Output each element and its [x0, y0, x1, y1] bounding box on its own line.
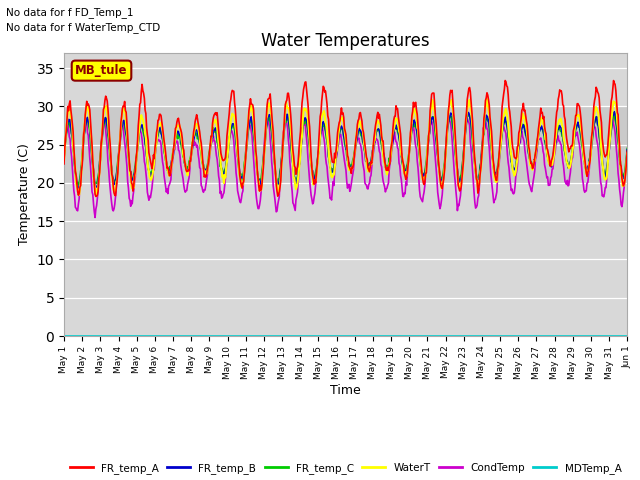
- Bar: [64, 107, 627, 183]
- Text: No data for f FD_Temp_1: No data for f FD_Temp_1: [6, 7, 134, 18]
- Text: MB_tule: MB_tule: [76, 64, 128, 77]
- Legend: FR_temp_A, FR_temp_B, FR_temp_C, WaterT, CondTemp, MDTemp_A: FR_temp_A, FR_temp_B, FR_temp_C, WaterT,…: [66, 459, 626, 478]
- X-axis label: Time: Time: [330, 384, 361, 397]
- Text: No data for f WaterTemp_CTD: No data for f WaterTemp_CTD: [6, 22, 161, 33]
- Title: Water Temperatures: Water Temperatures: [261, 32, 430, 50]
- Y-axis label: Temperature (C): Temperature (C): [18, 144, 31, 245]
